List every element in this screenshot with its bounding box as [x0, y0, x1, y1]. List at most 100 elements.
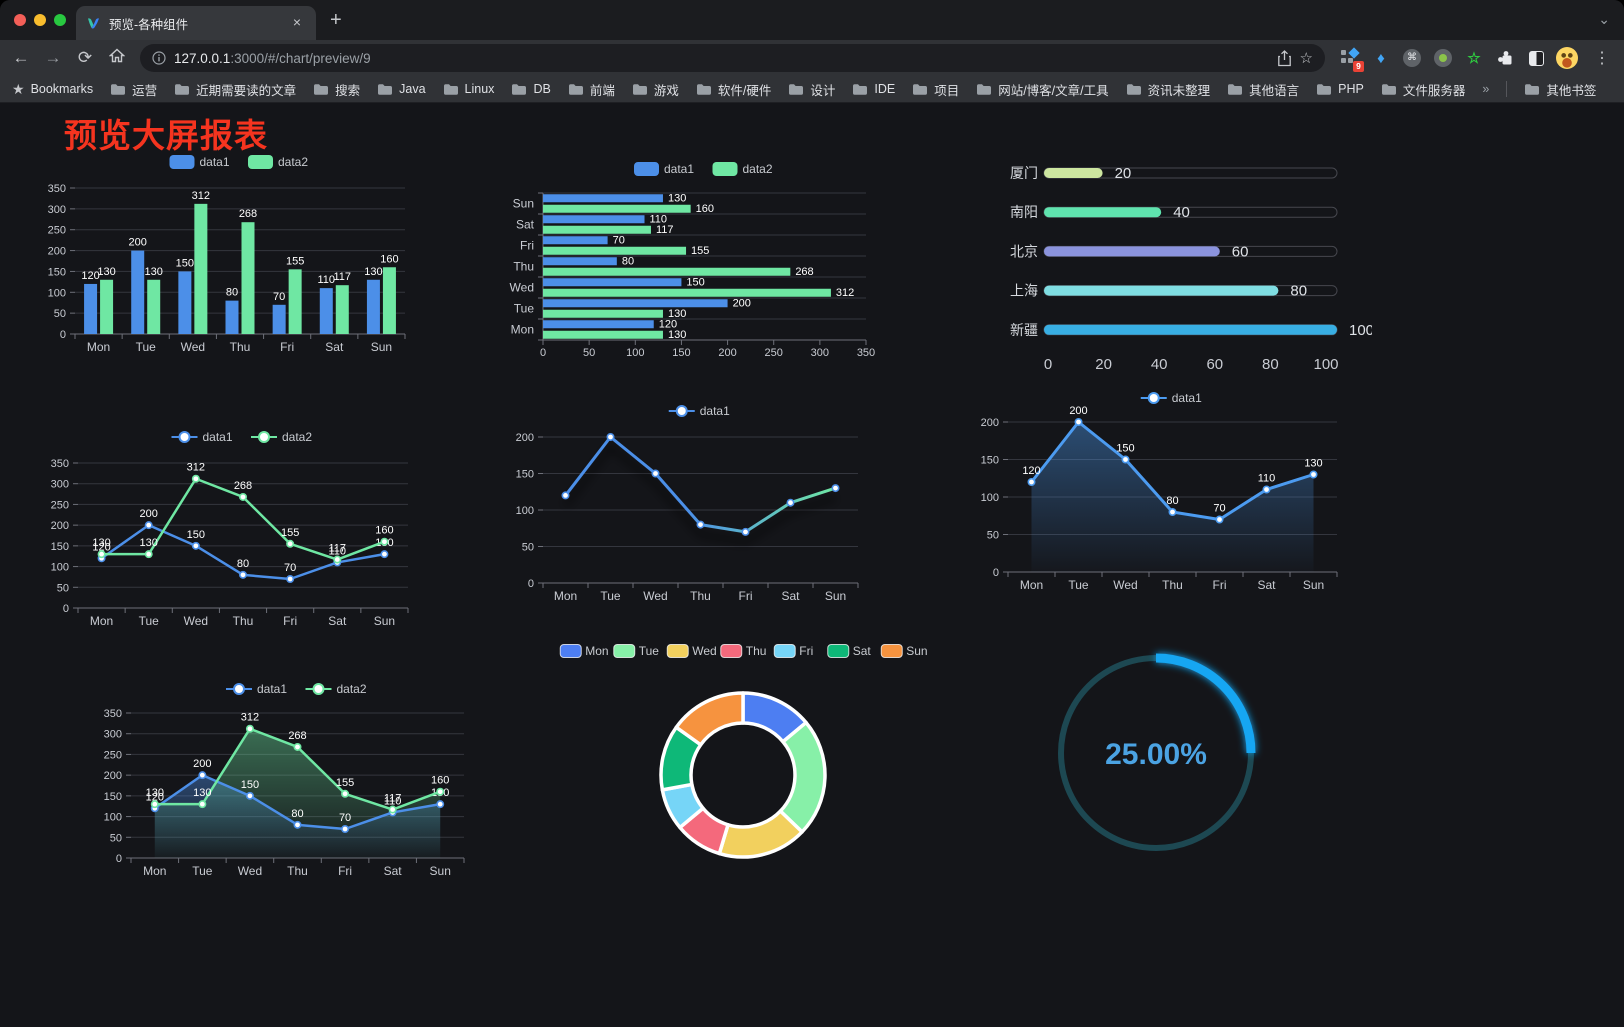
share-icon[interactable] [1277, 49, 1292, 67]
donut-chart[interactable]: Mon Tue Wed Thu Fri Sat Sun [548, 631, 938, 883]
bookmark-folder[interactable]: PHP [1316, 80, 1364, 99]
svg-text:150: 150 [176, 257, 194, 269]
progress-bar-chart[interactable]: 厦门 20 南阳 40 北京 60 上海 80 新疆 100 0 20 40 60 80 100 [992, 155, 1374, 387]
bookmark-folder[interactable]: 前端 [568, 80, 615, 99]
url-bar[interactable]: 127.0.0.1:3000/#/chart/preview/9 ☆ [140, 44, 1325, 72]
url-text[interactable]: 127.0.0.1:3000/#/chart/preview/9 [174, 51, 1269, 66]
gauge-chart[interactable]: 25.00% [1040, 637, 1280, 869]
svg-text:50: 50 [522, 542, 534, 554]
folder-icon [314, 83, 329, 95]
bookmarks-divider [1506, 81, 1508, 97]
bookmark-folder[interactable]: 其他语言 [1227, 80, 1299, 99]
minimize-window-button[interactable] [34, 14, 46, 26]
svg-text:Sun: Sun [1303, 578, 1324, 592]
tab-close-icon[interactable]: × [292, 14, 302, 30]
horizontal-bar-chart[interactable]: data1 data2 0 50 100 150 200 250 300 350 Sun 130 160… [505, 155, 905, 367]
svg-text:Sat: Sat [1257, 578, 1276, 592]
svg-text:70: 70 [284, 562, 296, 574]
extension-darkmode-icon[interactable] [1525, 47, 1547, 69]
chart-canvas[interactable]: data1 0 50 100 150 200 Mon Tue Wed Thu Fri Sat Sun 12… [975, 384, 1375, 598]
bookmark-folder-label: 其他语言 [1249, 83, 1300, 98]
extension-command-icon[interactable]: ⌘ [1401, 47, 1423, 69]
bookmark-star-icon[interactable]: ☆ [1299, 50, 1313, 67]
chart-canvas[interactable]: Mon Tue Wed Thu Fri Sat Sun [548, 631, 938, 883]
svg-text:20: 20 [1115, 165, 1132, 182]
folder-icon [568, 83, 583, 95]
tab-overflow-chevron-icon[interactable]: ⌄ [1598, 11, 1610, 27]
bookmark-folder-label: 文件服务器 [1402, 83, 1466, 98]
folder-icon [1228, 83, 1243, 95]
chart-canvas[interactable]: 厦门 20 南阳 40 北京 60 上海 80 新疆 100 0 20 40 60 80 100 [992, 155, 1374, 387]
bar-chart[interactable]: data1 data2 0 50 100 150 200 250 300 350 Mon Tue Wed… [38, 148, 448, 366]
chart-canvas[interactable]: data1 data2 0 50 100 150 200 250 300 350 Mon Tue Wed… [38, 148, 448, 366]
bookmark-folder[interactable]: 近期需要读的文章 [174, 80, 296, 99]
bookmark-folder[interactable]: Java [377, 80, 426, 99]
area-chart[interactable]: data1 0 50 100 150 200 Mon Tue Wed Thu Fri Sat Sun 12… [975, 384, 1375, 598]
site-favicon-icon [88, 17, 99, 29]
svg-text:155: 155 [281, 527, 299, 539]
reload-button[interactable]: ⟳ [77, 48, 93, 67]
browser-menu-icon[interactable]: ⋮ [1594, 50, 1610, 67]
svg-text:Sun: Sun [513, 197, 534, 211]
svg-text:200: 200 [718, 347, 736, 359]
svg-text:北京: 北京 [1010, 243, 1038, 259]
folder-icon [853, 83, 868, 95]
bookmark-folder[interactable]: 资讯未整理 [1126, 80, 1210, 99]
svg-text:60: 60 [1232, 243, 1249, 260]
line-chart[interactable]: data1 data2 0 50 100 150 200 250 300 350 Mon Tue Wed… [38, 421, 448, 639]
extension-star-icon[interactable]: ☆ [1467, 50, 1481, 67]
svg-text:Fri: Fri [1213, 578, 1227, 592]
svg-text:120: 120 [146, 791, 164, 803]
bookmark-folder[interactable]: 文件服务器 [1381, 80, 1466, 99]
bookmarks-root[interactable]: ★ Bookmarks [12, 81, 93, 98]
close-window-button[interactable] [14, 14, 26, 26]
bookmark-folder-label: Linux [464, 82, 495, 96]
extension-grid-diamond-icon[interactable]: 9 [1339, 47, 1364, 72]
bookmark-folder[interactable]: 项目 [912, 80, 959, 99]
tab-strip: 预览-各种组件 × + ⌄ [0, 0, 1624, 40]
forward-button[interactable]: → [44, 48, 62, 67]
chart-canvas[interactable]: data1 data2 0 50 100 150 200 250 300 350 Mon Tue Wed… [98, 673, 498, 891]
gradient-line-chart[interactable]: data1 0 50 100 150 200 Mon Tue Wed Thu Fri Sat Sun [503, 397, 903, 611]
svg-text:Tue: Tue [600, 589, 621, 603]
chart-canvas[interactable]: data1 data2 0 50 100 150 200 250 300 350 Mon Tue Wed… [38, 421, 448, 639]
svg-text:50: 50 [54, 308, 66, 320]
svg-text:117: 117 [384, 793, 402, 805]
home-button[interactable] [104, 48, 130, 68]
svg-text:155: 155 [691, 245, 709, 257]
bookmark-folder[interactable]: IDE [852, 80, 895, 99]
bookmark-folder[interactable]: 网站/博客/文章/工具 [976, 80, 1109, 99]
bookmark-folder[interactable]: 游戏 [632, 80, 679, 99]
extension-record-icon[interactable] [1432, 47, 1454, 69]
bookmark-folder-label: 项目 [934, 83, 960, 98]
extension-gem-icon[interactable]: ♦ [1377, 49, 1385, 67]
svg-text:100: 100 [626, 347, 644, 359]
bookmark-folder[interactable]: Linux [443, 80, 495, 99]
svg-text:160: 160 [375, 525, 393, 537]
new-tab-button[interactable]: + [330, 9, 342, 31]
extensions-puzzle-icon[interactable] [1494, 47, 1516, 69]
bookmark-folder[interactable]: 搜索 [313, 80, 360, 99]
bookmark-folder[interactable]: 软件/硬件 [696, 80, 771, 99]
svg-text:40: 40 [1151, 356, 1168, 373]
back-button[interactable]: ← [12, 48, 30, 67]
zoom-window-button[interactable] [54, 14, 66, 26]
svg-text:250: 250 [765, 347, 783, 359]
bookmark-folder[interactable]: 设计 [788, 80, 835, 99]
chart-canvas[interactable]: 25.00% [1040, 637, 1280, 869]
bookmarks-overflow-chevron[interactable]: » [1482, 82, 1490, 96]
bookmark-folder-label: 前端 [589, 83, 615, 98]
chart-canvas[interactable]: data1 0 50 100 150 200 Mon Tue Wed Thu Fri Sat Sun [503, 397, 903, 611]
svg-text:300: 300 [811, 347, 829, 359]
svg-text:Sun: Sun [371, 340, 392, 354]
browser-tab[interactable]: 预览-各种组件 × [76, 6, 316, 40]
other-bookmarks-folder[interactable]: 其他书签 [1524, 80, 1596, 99]
bookmark-folder[interactable]: DB [511, 80, 551, 99]
profile-avatar[interactable] [1556, 47, 1578, 69]
chart-canvas[interactable]: data1 data2 0 50 100 150 200 250 300 350 Sun 130 160… [505, 155, 905, 367]
site-info-icon[interactable] [152, 51, 166, 65]
two-series-area-chart[interactable]: data1 data2 0 50 100 150 200 250 300 350 Mon Tue Wed… [98, 673, 498, 891]
svg-text:0: 0 [540, 347, 546, 359]
svg-text:0: 0 [60, 329, 66, 341]
bookmark-folder[interactable]: 运营 [110, 80, 157, 99]
